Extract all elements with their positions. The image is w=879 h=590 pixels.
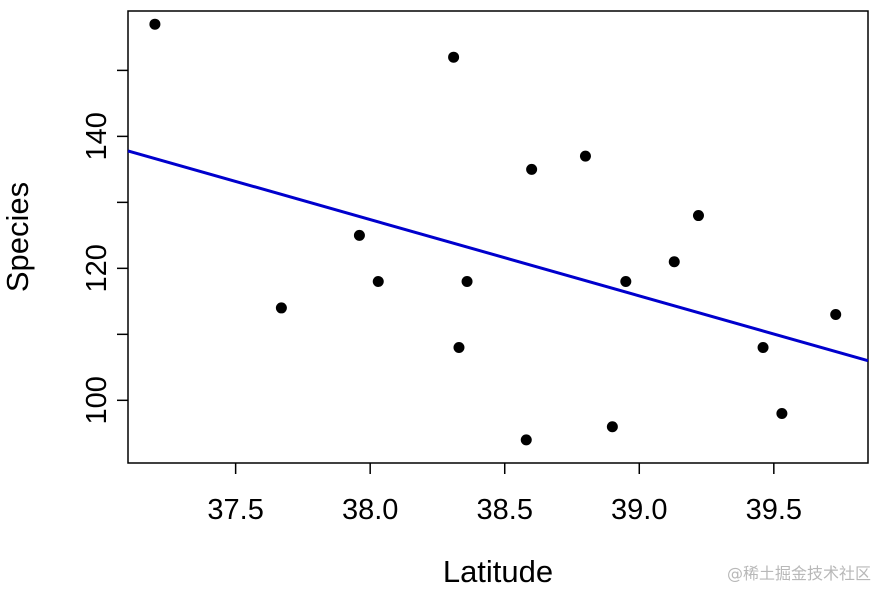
data-point [353, 229, 365, 241]
regression-line [127, 149, 869, 363]
x-axis-label: Latitude [443, 554, 553, 589]
data-point [526, 163, 538, 175]
y-tick-label: 120 [81, 244, 113, 292]
x-axis: 37.5 38.0 38.5 39.0 39.5 [207, 463, 802, 526]
x-tick-label: 38.0 [342, 494, 398, 526]
data-point [461, 276, 473, 288]
x-tick-label: 38.5 [477, 494, 533, 526]
y-axis-label: Species [0, 182, 35, 292]
data-point [830, 309, 842, 321]
data-point [776, 408, 788, 420]
y-axis: 100 120 140 [81, 69, 128, 425]
x-tick-label: 37.5 [207, 494, 263, 526]
y-tick-label: 100 [81, 376, 113, 424]
watermark: @稀土掘金技术社区 [726, 564, 871, 583]
data-point [275, 302, 287, 314]
data-point [620, 276, 632, 288]
x-tick-label: 39.0 [611, 494, 667, 526]
data-point [448, 51, 460, 63]
data-point [692, 210, 704, 222]
data-point [668, 256, 680, 268]
data-point [372, 276, 384, 288]
data-point [606, 421, 618, 433]
data-point [579, 150, 591, 162]
plot-frame [127, 10, 869, 464]
x-tick-label: 39.5 [746, 494, 802, 526]
y-tick-label: 140 [81, 112, 113, 160]
data-point [520, 434, 532, 446]
data-point [453, 342, 465, 354]
data-points [149, 18, 842, 446]
data-point [757, 342, 769, 354]
data-point [149, 18, 161, 30]
